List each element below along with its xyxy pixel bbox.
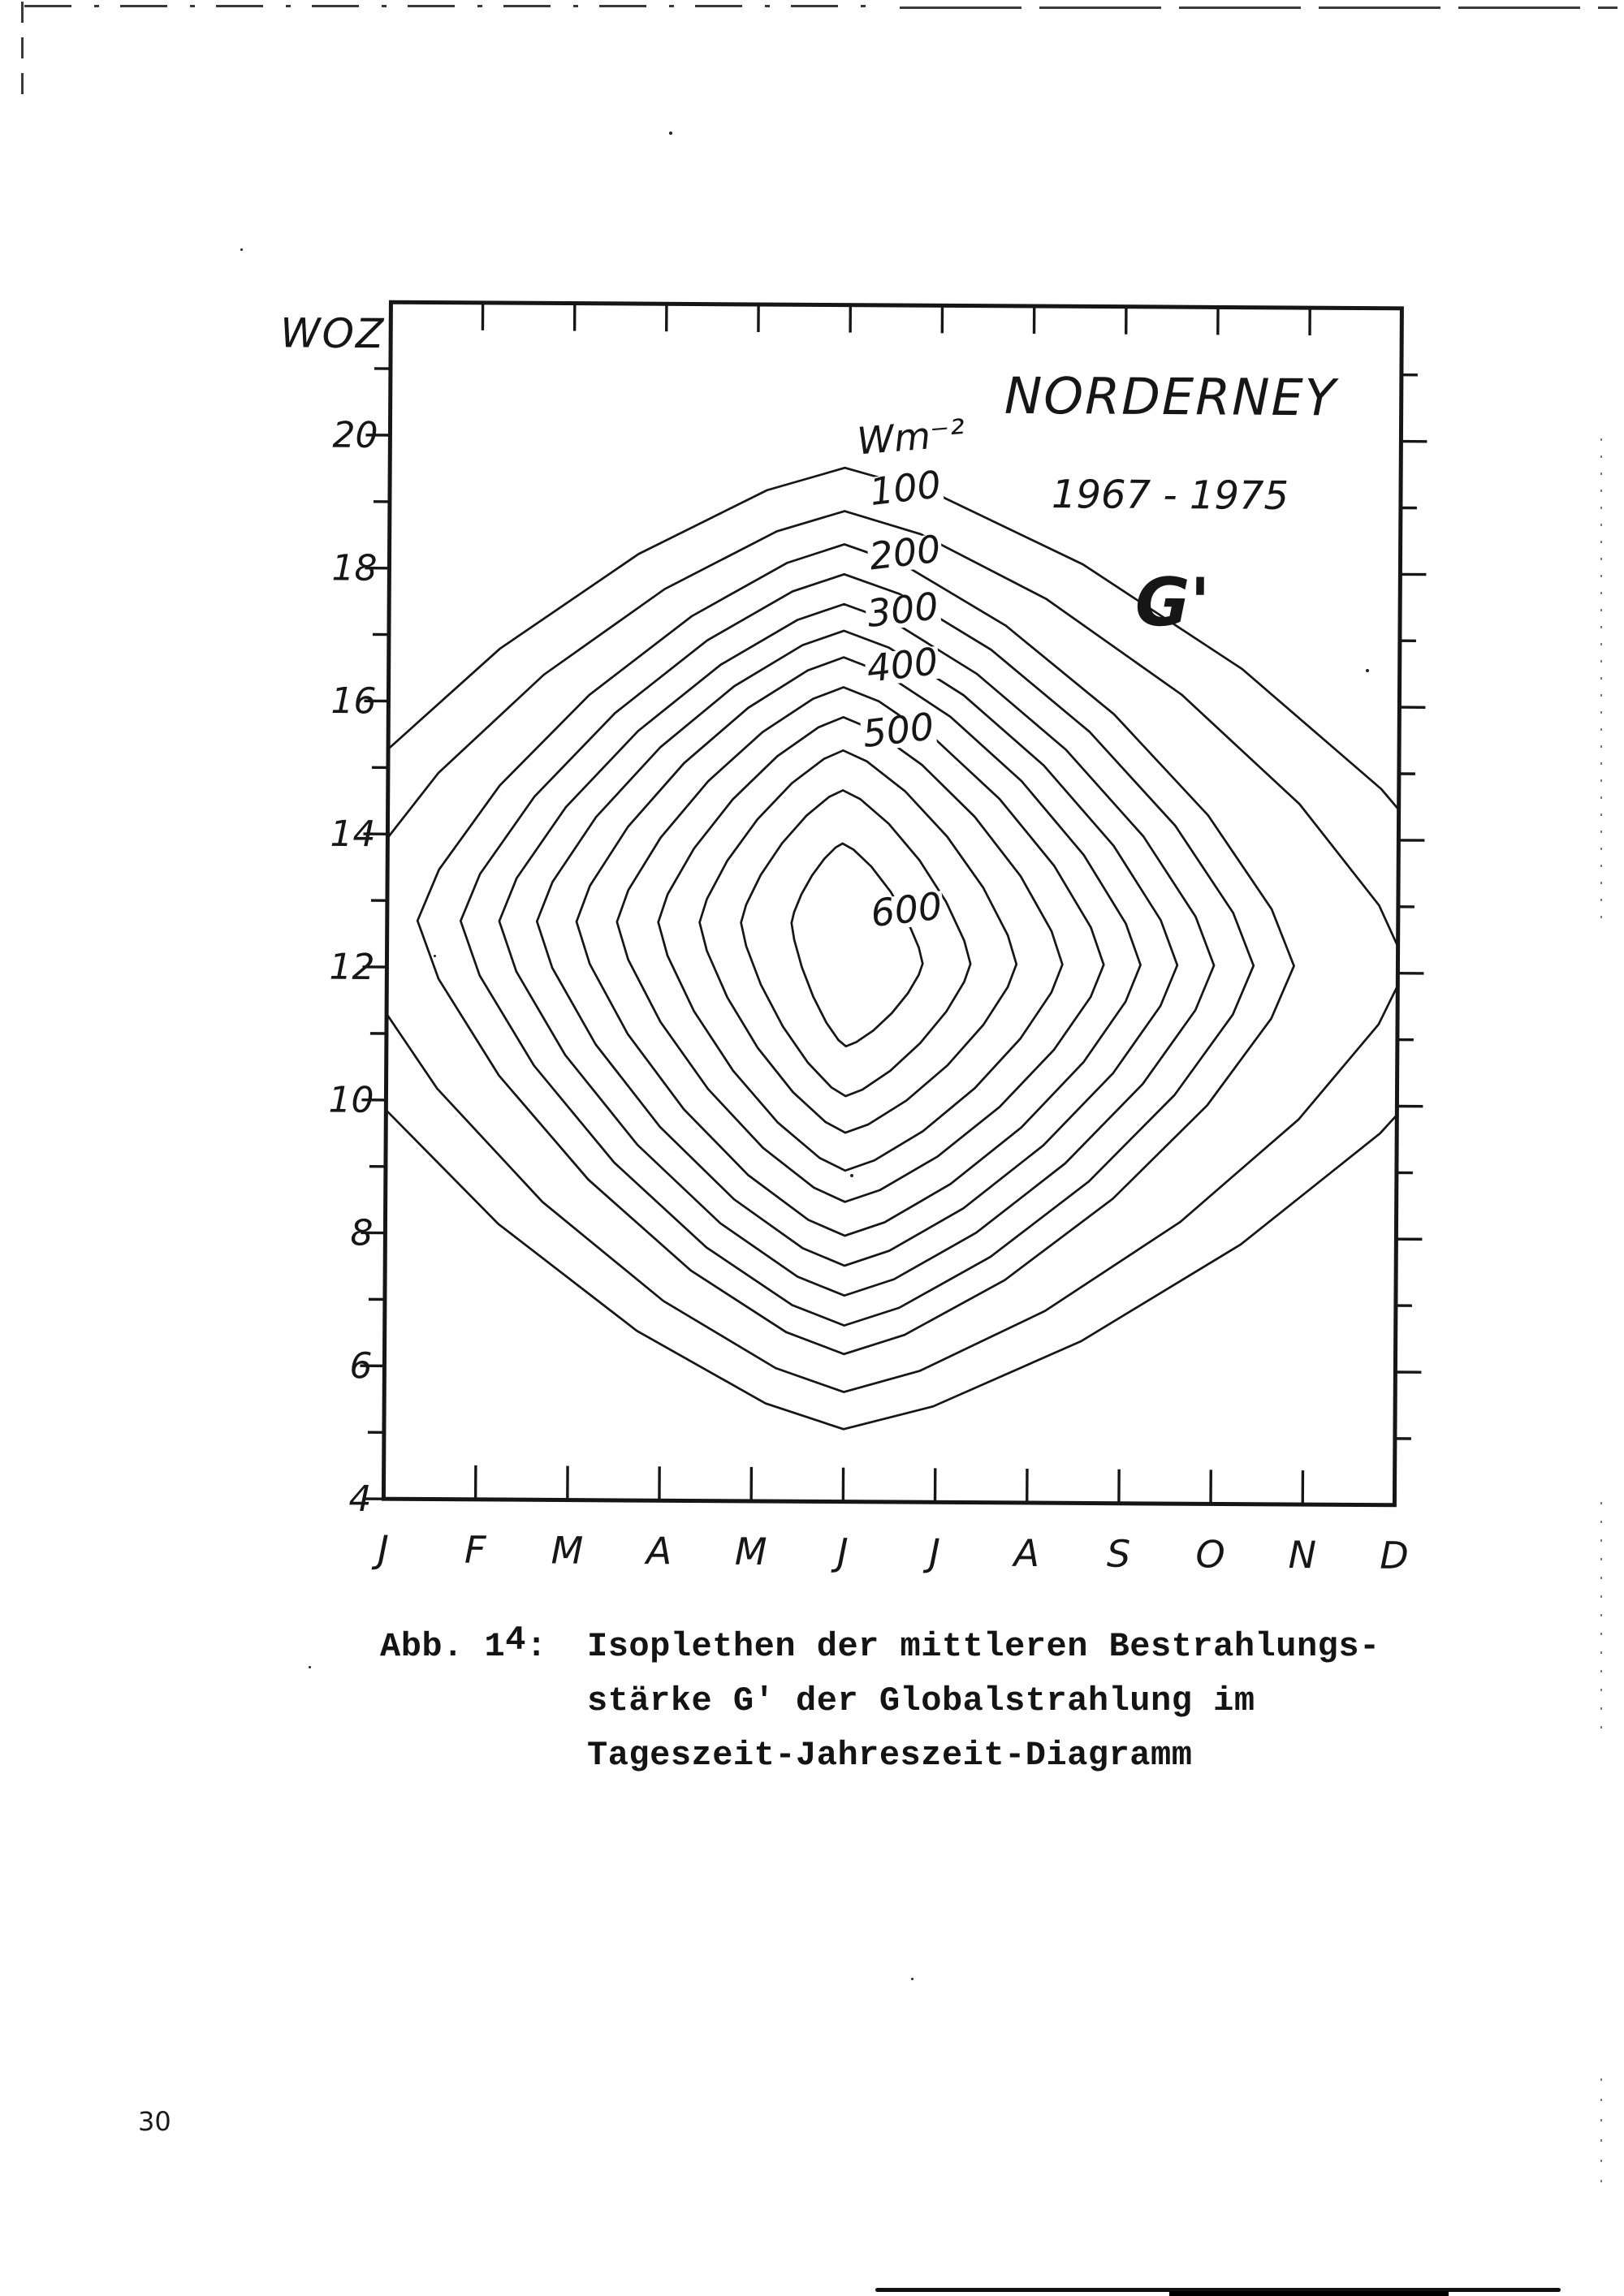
caption-label: Abb. 14:: [380, 1621, 547, 1666]
x-tick-11: D: [1380, 1534, 1409, 1577]
x-tick-9: O: [1195, 1532, 1225, 1576]
ink-speck: [240, 248, 243, 251]
x-tick-0: J: [371, 1527, 389, 1571]
y-tick-18: 18: [331, 547, 377, 589]
figure-titles: Wm⁻² NORDERNEY 1967 - 1975 G': [856, 366, 1339, 642]
caption-line-1: Isoplethen der mittleren Bestrahlungs-: [587, 1627, 1380, 1666]
y-tick-20: 20: [332, 415, 378, 456]
axis-ticks: [360, 302, 1427, 1505]
isopleth-400: [615, 686, 1105, 1203]
unit-label: Wm⁻²: [856, 411, 967, 464]
x-tick-1: F: [464, 1528, 486, 1572]
x-tick-4: M: [735, 1530, 767, 1573]
scan-edge-dashes-left: [21, 2, 24, 101]
x-tick-6: J: [922, 1530, 940, 1574]
scan-edge-dashes-top-left: [24, 5, 874, 7]
ink-speck: [669, 132, 672, 135]
isopleth-300: [535, 629, 1179, 1267]
isopleth-50: [385, 466, 1401, 1431]
period-label: 1967 - 1975: [1052, 472, 1289, 519]
isopleth-250: [498, 602, 1216, 1297]
ink-speck: [1366, 669, 1369, 672]
x-tick-7: A: [1011, 1531, 1039, 1575]
isopleth-550: [740, 789, 972, 1098]
scan-margin-dots-right-upper: [1600, 438, 1602, 926]
contour-lines: [385, 466, 1401, 1431]
scan-margin-dots-right-middle: [1600, 1502, 1602, 1737]
ink-speck: [911, 1978, 914, 1980]
quantity-symbol: G': [1135, 564, 1211, 642]
x-tick-5: J: [831, 1530, 849, 1574]
ink-speck: [850, 1174, 853, 1177]
y-axis-labels: 20 18 16 14 12 10 8 6 4 WOZ: [280, 309, 385, 1520]
isopleth-450: [657, 715, 1064, 1172]
isopleth-600: [790, 842, 924, 1048]
isopleth-500: [698, 749, 1018, 1134]
station-title: NORDERNEY: [1004, 366, 1339, 428]
caption-line-3: Tageszeit-Jahreszeit-Diagramm: [587, 1736, 1193, 1775]
y-tick-8: 8: [350, 1212, 373, 1254]
contour-label-100: 100: [867, 462, 943, 514]
x-tick-3: A: [644, 1529, 672, 1573]
isopleth-350: [575, 656, 1142, 1237]
scan-edge-dashes-top-right: [900, 6, 1618, 9]
y-tick-10: 10: [328, 1079, 374, 1120]
y-tick-4: 4: [348, 1478, 371, 1520]
contour-label-500: 500: [861, 704, 936, 756]
x-tick-2: M: [551, 1528, 583, 1572]
scan-streak-bottom-dark: [1169, 2291, 1449, 2296]
page-number: 30: [138, 2106, 171, 2137]
scan-margin-dots-right-lower: [1600, 2078, 1602, 2192]
contour-label-200: 200: [867, 527, 943, 579]
y-tick-16: 16: [330, 680, 376, 722]
y-tick-6: 6: [349, 1345, 372, 1387]
caption-raised-digit: 4: [505, 1621, 526, 1659]
y-axis-title: WOZ: [280, 309, 385, 357]
x-tick-8: S: [1107, 1532, 1131, 1576]
y-tick-14: 14: [330, 814, 375, 855]
scan-streak-bottom: [875, 2288, 1561, 2292]
isopleth-200: [459, 572, 1255, 1327]
contour-label-400: 400: [865, 639, 940, 691]
x-tick-10: N: [1288, 1533, 1316, 1577]
ink-speck: [309, 1666, 311, 1668]
ink-speck: [434, 955, 436, 957]
isopleth-100: [385, 510, 1401, 1393]
y-tick-12: 12: [329, 947, 374, 988]
isopleth-150: [416, 543, 1295, 1356]
contour-label-600: 600: [869, 883, 944, 935]
caption-line-2: stärke G' der Globalstrahlung im: [587, 1681, 1255, 1720]
contour-label-300: 300: [865, 584, 940, 636]
